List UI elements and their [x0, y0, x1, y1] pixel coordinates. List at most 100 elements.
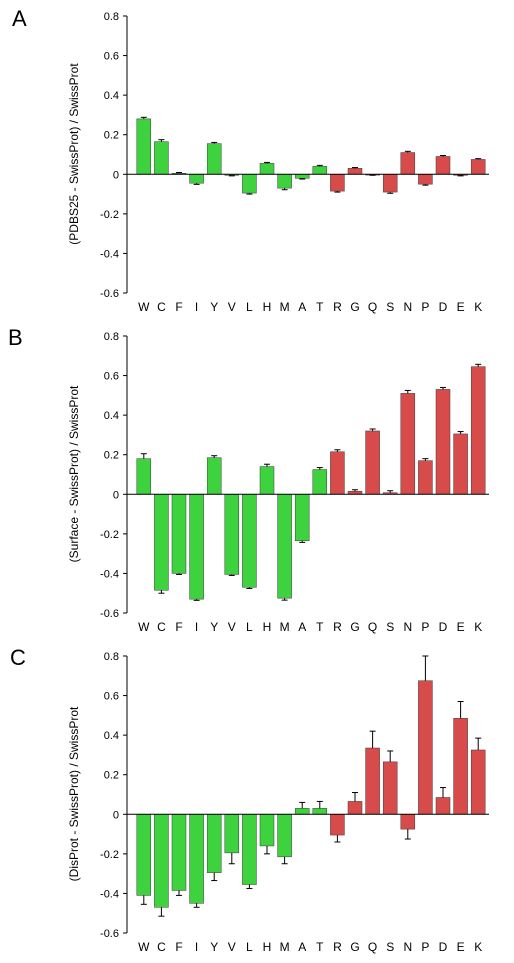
panel-a-y-tick-label: -0.4	[100, 248, 119, 260]
panel-b-bar-V	[224, 494, 240, 575]
panel-c-x-tick-label: M	[280, 940, 290, 954]
panel-c-letter: C	[10, 645, 26, 670]
panel-a-y-tick-label: 0.2	[104, 130, 119, 142]
panel-c-x-tick-label: I	[195, 940, 198, 954]
panel-b-y-tick-label: 0	[113, 489, 119, 501]
panel-b-bar-L	[242, 494, 257, 588]
panel-a-bar-Y	[206, 143, 222, 175]
panel-b-x-tick-label: E	[457, 620, 465, 634]
panel-c-bar-G	[347, 801, 363, 815]
panel-a-y-axis-label: (PDBS25 - SwissProt) / SwissProt	[67, 63, 81, 245]
panel-a-bar-N	[400, 152, 416, 175]
panel-c-x-tick-label: N	[403, 940, 412, 954]
panel-b-bar-A	[294, 494, 310, 542]
panel-b-x-tick-label: M	[280, 620, 290, 634]
panel-a-x-tick-label: Y	[210, 300, 218, 314]
panel-a-y-tick-label: -0.6	[100, 288, 119, 300]
panel-a-x-tick-label: S	[386, 300, 394, 314]
panel-b-y-tick-label: 0.8	[104, 331, 119, 343]
panel-c-bar-R	[330, 814, 345, 836]
panel-b-y-tick-label: -0.2	[100, 529, 119, 541]
panel-c-x-tick-label: C	[157, 940, 166, 954]
panel-a-y-tick-label: 0.4	[104, 90, 119, 102]
panel-b-x-tick-label: V	[228, 620, 236, 634]
panel-c: C (DisProt - SwissProt) / SwissProt 0.8 0…	[10, 645, 489, 954]
panel-a-bar-G	[347, 168, 363, 175]
panel-a-bar-T	[312, 166, 328, 175]
panel-c-x-tick-label: E	[457, 940, 465, 954]
panel-a-bar-M	[277, 174, 292, 189]
panel-c-x-tick-label: Q	[368, 940, 377, 954]
panel-a-y-tick-label: 0	[113, 169, 119, 181]
panel-c-bar-P	[418, 680, 433, 815]
panel-c-bar-K	[470, 749, 486, 815]
panel-c-y-tick-label: 0.8	[104, 651, 119, 663]
panel-a-y-tick-label: 0.8	[104, 11, 119, 23]
panel-c-x-tick-label: P	[421, 940, 429, 954]
panel-c-x-tick-label: G	[350, 940, 359, 954]
panel-a-bar-L	[242, 174, 257, 194]
panel-b-y-tick-label: 0.6	[104, 371, 119, 383]
panel-b-x-tick-label: C	[157, 620, 166, 634]
panel-b-bar-E	[453, 433, 468, 495]
panel-b-x-tick-label: L	[246, 620, 253, 634]
panel-b-y-tick-label: 0.2	[104, 450, 119, 462]
panel-a-x-tick-label: A	[298, 300, 306, 314]
panel-c-bar-E	[453, 718, 468, 815]
panel-b-y-tick-label: -0.6	[100, 608, 119, 620]
panel-a-bar-R	[330, 174, 345, 192]
panel-b-y-tick-label: -0.4	[100, 568, 119, 580]
panel-a-x-tick-label: D	[439, 300, 448, 314]
panel-c-x-tick-label: R	[333, 940, 342, 954]
panel-b-bar-W	[136, 458, 152, 495]
panel-c-y-axis-label: (DisProt - SwissProt) / SwissProt	[67, 706, 81, 881]
panel-a-x-tick-label: W	[138, 300, 150, 314]
panel-b-x-tick-label: N	[403, 620, 412, 634]
panel-c-x-tick-label: S	[386, 940, 394, 954]
panel-c-x-tick-label: K	[474, 940, 482, 954]
panel-c-bar-S	[382, 761, 398, 815]
panel-c-bar-M	[277, 814, 292, 858]
panel-a-bar-W	[136, 118, 152, 175]
panel-c-x-tick-label: T	[316, 940, 324, 954]
panel-a-x-tick-label: V	[228, 300, 236, 314]
panel-b-bar-K	[470, 366, 486, 495]
panel-a-x-tick-label: F	[175, 300, 182, 314]
panel-c-bar-C	[154, 814, 169, 908]
panel-b-bar-R	[330, 451, 345, 495]
panel-a-x-tick-label: I	[195, 300, 198, 314]
panel-c-y-tick-label: 0.4	[104, 730, 119, 742]
panel-c-bar-V	[224, 814, 240, 854]
panel-a-x-tick-label: T	[316, 300, 324, 314]
panel-a-bar-D	[435, 156, 451, 175]
panel-c-x-tick-label: W	[138, 940, 150, 954]
panel-c-bar-A	[294, 808, 310, 815]
panel-b-bar-H	[259, 466, 275, 495]
panel-c-x-tick-label: H	[263, 940, 272, 954]
panel-b-x-tick-label: T	[316, 620, 324, 634]
panel-a-bar-K	[470, 159, 486, 175]
panel-b-y-tick-label: 0.4	[104, 410, 119, 422]
panel-b-x-tick-label: K	[474, 620, 482, 634]
panel-a: A (PDBS25 - SwissProt) / SwissProt 0.8 0.…	[12, 6, 489, 314]
panel-b-bar-T	[312, 469, 328, 495]
panel-a-y-tick-label: 0.6	[104, 51, 119, 63]
panel-c-y-tick-label: -0.2	[100, 849, 119, 861]
panel-b-x-tick-label: Y	[210, 620, 218, 634]
panel-b: B (Surface - SwissProt) / SwissProt 0.8 0…	[8, 325, 489, 634]
panel-a-x-tick-label: C	[157, 300, 166, 314]
panel-c-y-tick-label: -0.6	[100, 928, 119, 940]
panel-c-bar-L	[242, 814, 257, 885]
panel-b-bar-Y	[206, 457, 222, 495]
panel-b-x-tick-label: I	[195, 620, 198, 634]
panel-c-x-tick-label: F	[175, 940, 182, 954]
panel-b-x-tick-label: P	[421, 620, 429, 634]
panel-b-letter: B	[8, 325, 23, 350]
panel-b-x-tick-label: R	[333, 620, 342, 634]
panel-c-y-tick-label: 0.6	[104, 691, 119, 703]
panel-a-x-tick-label: K	[474, 300, 482, 314]
panel-b-bar-M	[277, 494, 292, 599]
panel-b-bar-F	[171, 494, 187, 574]
panel-a-y-tick-label: -0.2	[100, 209, 119, 221]
